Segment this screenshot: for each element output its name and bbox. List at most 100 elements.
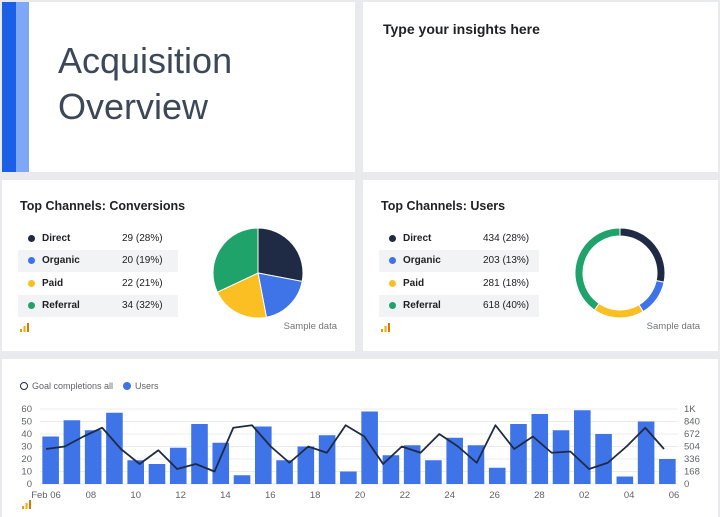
legend-row-referral: Referral 618 (40%) [379, 294, 539, 317]
legend-value: 29 (28%) [122, 232, 163, 244]
slice-direct[interactable] [257, 227, 304, 283]
y-right-tick: 840 [684, 417, 700, 428]
legend-row-referral: Referral 34 (32%) [18, 294, 178, 317]
bar[interactable] [340, 471, 357, 485]
slice-direct[interactable] [619, 227, 666, 283]
x-tick: 16 [265, 490, 276, 501]
y-right-tick: 168 [684, 467, 700, 478]
accent-bar-dark [2, 2, 16, 172]
bar[interactable] [191, 424, 208, 484]
legend-dot [389, 302, 396, 310]
legend-dot [28, 279, 35, 287]
bar[interactable] [297, 446, 315, 485]
bar[interactable] [488, 467, 506, 484]
slice-organic[interactable] [257, 272, 303, 318]
combo-chart-legend: Goal completions all Users [20, 381, 159, 391]
x-tick: 02 [579, 490, 590, 501]
y-right-tick: 0 [684, 479, 689, 490]
x-tick: 20 [355, 490, 366, 501]
conversions-legend-table: Direct 29 (28%) Organic 20 (19%) Paid 22 (2… [18, 227, 178, 317]
bar[interactable] [403, 445, 421, 484]
legend-value: 434 (28%) [483, 232, 530, 244]
y-right-tick: 336 [684, 454, 700, 465]
legend-dot [389, 234, 396, 242]
report-title-line1: Acquisition [58, 40, 233, 81]
bar[interactable] [148, 464, 166, 484]
bar[interactable] [276, 460, 293, 484]
legend-dot [28, 257, 35, 265]
bar[interactable] [212, 442, 230, 484]
slice-referral[interactable] [212, 227, 259, 293]
sample-data-label: Sample data [646, 321, 700, 332]
x-tick: 24 [444, 490, 455, 501]
legend-line-marker [20, 382, 28, 390]
bar[interactable] [382, 455, 400, 484]
legend-dot [389, 279, 396, 287]
y-left-tick: 30 [21, 442, 32, 453]
y-right-tick: 1K [684, 404, 696, 415]
legend-row-paid: Paid 22 (21%) [18, 272, 178, 295]
bar[interactable] [510, 424, 527, 484]
legend-value: 22 (21%) [122, 277, 163, 289]
slice-paid[interactable] [216, 272, 268, 319]
legend-row-paid: Paid 281 (18%) [379, 272, 539, 295]
bar[interactable] [552, 430, 570, 484]
legend-row-organic: Organic 20 (19%) [18, 249, 178, 272]
bar[interactable] [595, 434, 612, 484]
slice-paid[interactable] [593, 302, 644, 319]
legend-bar-label: Users [135, 381, 159, 391]
insights-text[interactable]: Type your insights here [383, 21, 540, 37]
bar[interactable] [42, 436, 59, 485]
legend-dot [28, 302, 35, 310]
legend-value: 203 (13%) [483, 255, 530, 267]
x-tick: 18 [310, 490, 321, 501]
bar[interactable] [616, 476, 634, 485]
bar[interactable] [574, 410, 591, 484]
data-source-icon [20, 323, 29, 332]
bar[interactable] [659, 459, 676, 484]
users-donut-chart[interactable] [570, 223, 670, 323]
bar[interactable] [425, 460, 442, 484]
x-tick: 28 [534, 490, 545, 501]
goal-completions-line[interactable] [45, 424, 665, 473]
bar[interactable] [531, 414, 549, 484]
conversions-card: Top Channels: Conversions Direct 29 (28%)… [2, 180, 355, 351]
x-tick: Feb 06 [31, 490, 61, 501]
bar[interactable] [361, 411, 378, 485]
bar[interactable] [169, 447, 187, 484]
x-tick: 04 [624, 490, 635, 501]
legend-label: Referral [42, 300, 80, 312]
insights-card[interactable]: Type your insights here [363, 2, 718, 172]
x-tick: 12 [175, 490, 186, 501]
bar[interactable] [233, 475, 251, 484]
legend-row-direct: Direct 434 (28%) [379, 227, 539, 250]
legend-value: 618 (40%) [483, 300, 530, 312]
y-left-tick: 60 [21, 404, 32, 415]
legend-value: 34 (32%) [122, 300, 163, 312]
legend-label: Direct [42, 232, 71, 244]
conversions-pie-chart[interactable] [208, 223, 308, 323]
legend-label: Referral [403, 300, 441, 312]
legend-dot [389, 257, 396, 265]
legend-label: Paid [42, 277, 64, 289]
legend-row-organic: Organic 203 (13%) [379, 249, 539, 272]
bar[interactable] [255, 426, 272, 485]
bar[interactable] [127, 460, 144, 484]
sample-data-label: Sample data [283, 321, 337, 332]
legend-row-direct: Direct 29 (28%) [18, 227, 178, 250]
y-left-tick: 0 [27, 479, 32, 490]
slice-referral[interactable] [574, 227, 621, 311]
bar[interactable] [446, 437, 463, 484]
legend-label: Organic [42, 255, 80, 267]
users-title: Top Channels: Users [381, 199, 506, 213]
bar[interactable] [106, 412, 123, 484]
bar[interactable] [63, 420, 81, 484]
bar[interactable] [84, 430, 102, 484]
data-source-icon [381, 323, 390, 332]
x-tick: 06 [669, 490, 680, 501]
bar[interactable] [637, 421, 655, 485]
legend-bar-marker [123, 382, 132, 390]
slice-organic[interactable] [638, 279, 665, 313]
x-tick: 10 [130, 490, 141, 501]
